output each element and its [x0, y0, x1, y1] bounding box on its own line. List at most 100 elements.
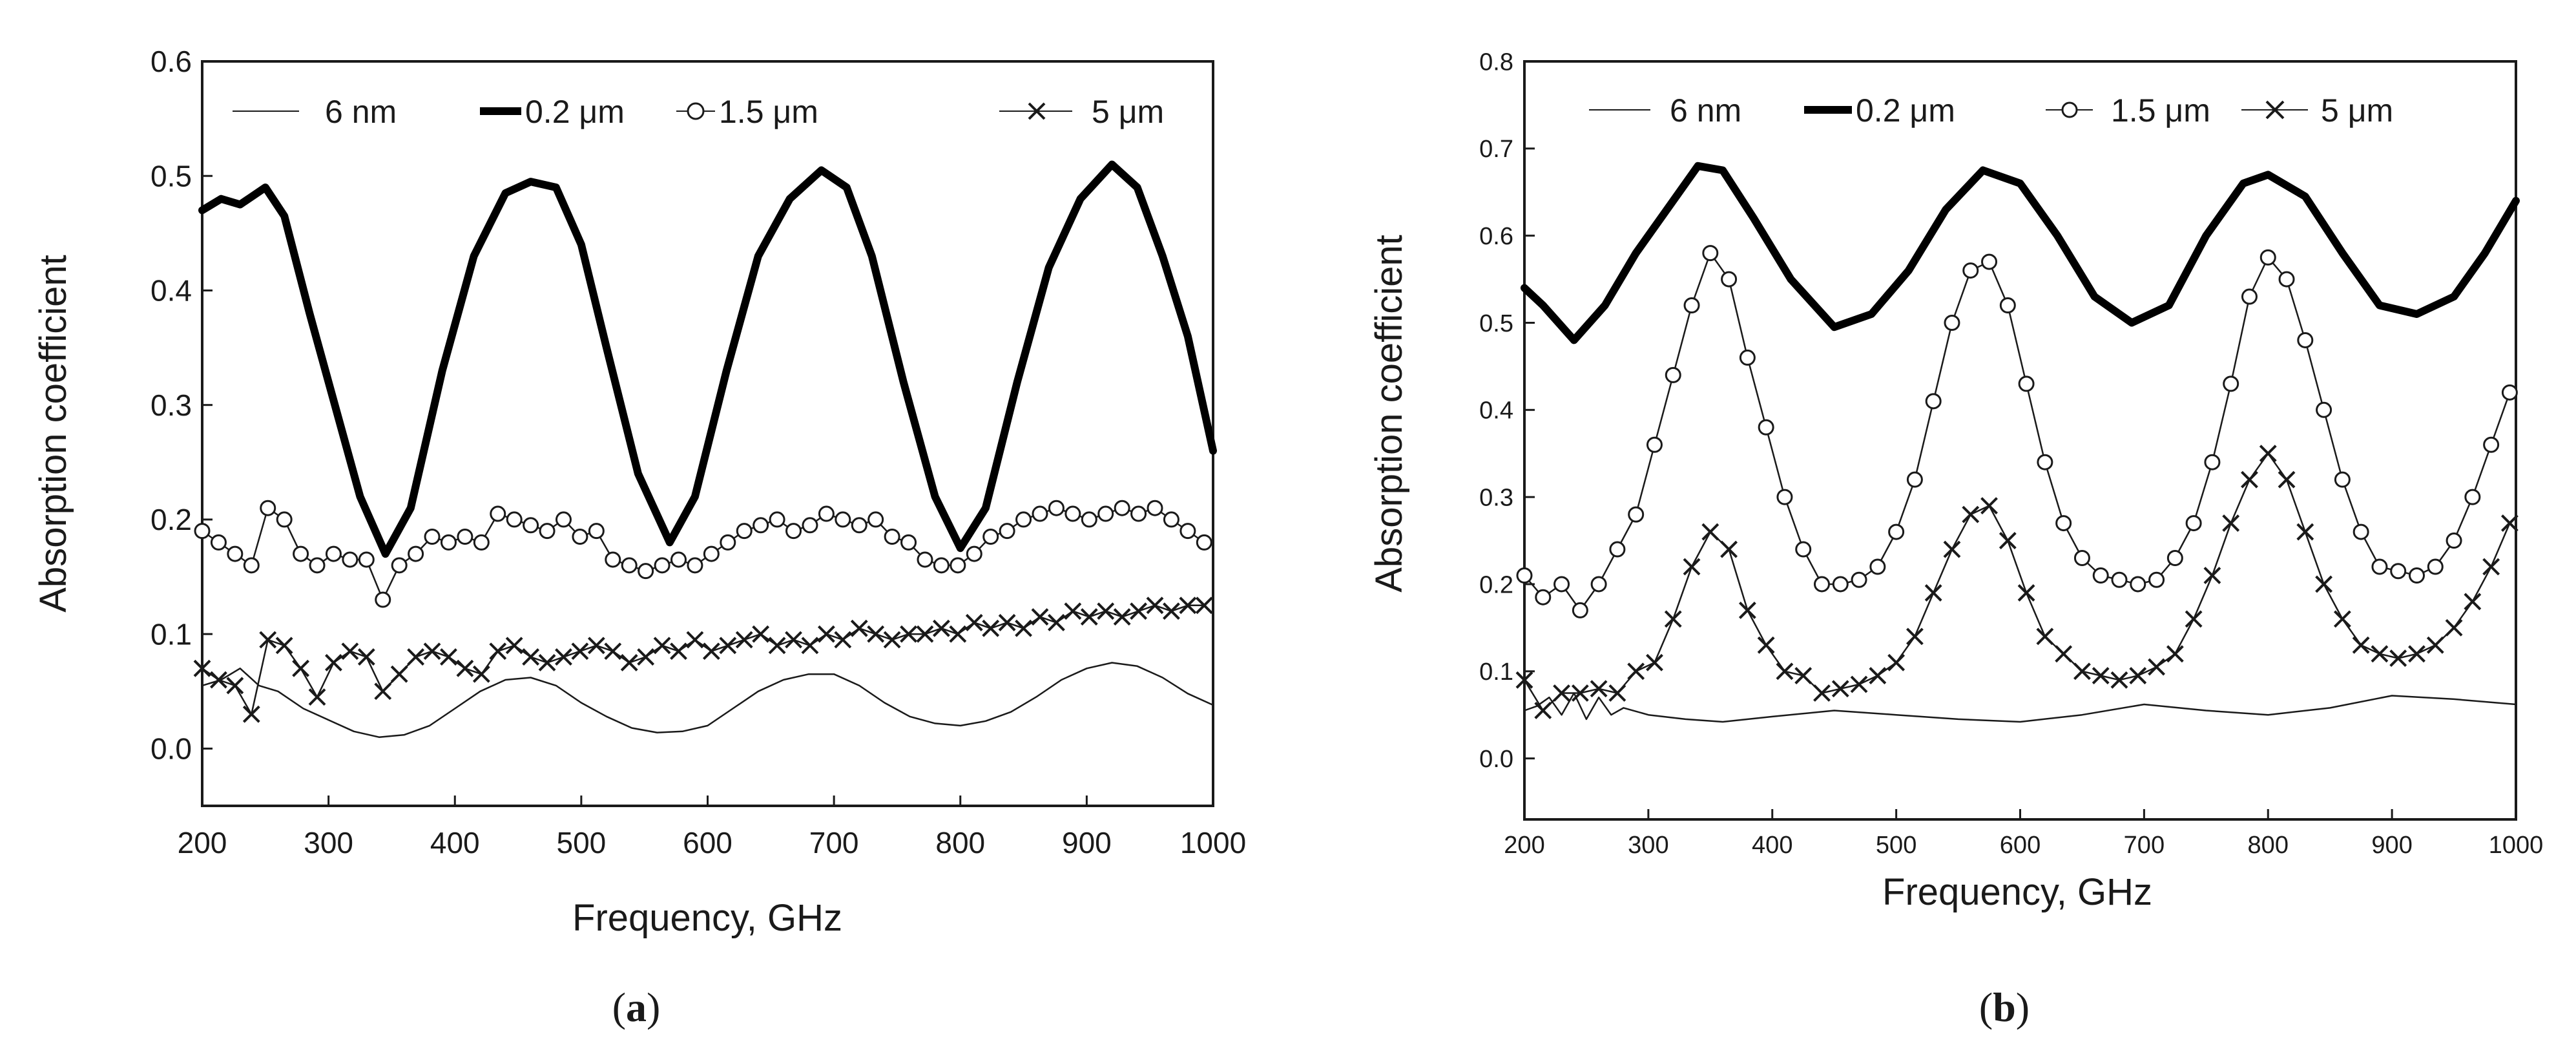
- data-point-circle: [1832, 576, 1849, 593]
- data-point-circle: [457, 529, 473, 545]
- data-point-circle: [1981, 253, 1998, 270]
- y-tick-label: 0.1: [151, 617, 192, 651]
- data-point-cross: [1683, 558, 1701, 576]
- data-point-cross: [226, 677, 244, 695]
- legend-label: 5 μm: [1092, 94, 1164, 130]
- data-point-circle: [227, 545, 244, 562]
- data-point-cross: [2110, 671, 2128, 689]
- data-point-cross: [1869, 667, 1887, 684]
- data-point-circle: [835, 511, 851, 528]
- data-point-circle: [2073, 550, 2090, 567]
- data-point-circle: [1814, 576, 1830, 593]
- data-point-circle: [966, 545, 982, 562]
- y-axis-label: Absorption coefficient: [1368, 235, 1410, 593]
- data-point-cross: [505, 637, 523, 655]
- legend-label: 1.5 μm: [719, 94, 818, 130]
- data-point-cross: [965, 614, 983, 631]
- plot-frame: [1523, 60, 2517, 821]
- data-point-circle: [539, 523, 556, 540]
- data-point-cross: [1794, 667, 1813, 684]
- data-point-circle: [2018, 375, 2035, 392]
- data-point-circle: [687, 557, 703, 574]
- legend-entry-6nm: 6 nm: [1589, 92, 1741, 129]
- data-point-circle: [1163, 511, 1179, 528]
- data-point-circle: [375, 591, 391, 608]
- data-point-circle: [1683, 297, 1700, 314]
- x-tick-label: 400: [1752, 832, 1792, 859]
- data-point-cross: [2296, 523, 2314, 541]
- y-tick-label: 0.1: [1479, 659, 1513, 686]
- data-point-circle: [2334, 471, 2351, 488]
- legend-entry-6nm: 6 nm: [233, 94, 397, 130]
- data-point-circle: [2427, 558, 2444, 575]
- data-point-cross: [719, 637, 737, 655]
- panel-letter: a: [626, 984, 647, 1030]
- data-point-cross: [1553, 684, 1570, 702]
- data-point-circle: [2353, 523, 2369, 540]
- legend-label: 5 μm: [2321, 92, 2393, 129]
- y-tick-label: 0.5: [151, 159, 192, 193]
- data-point-cross: [2185, 610, 2203, 628]
- x-tick-label: 500: [1876, 832, 1916, 859]
- data-point-circle: [802, 517, 818, 534]
- data-point-cross: [801, 637, 819, 655]
- data-point-circle: [1851, 571, 1867, 588]
- data-point-circle: [391, 557, 408, 574]
- series-line-6-nm: [1523, 692, 2517, 723]
- data-point-circle: [917, 551, 933, 568]
- data-point-cross: [653, 637, 671, 655]
- data-point-circle: [2390, 563, 2407, 580]
- data-point-cross: [1080, 608, 1098, 626]
- data-point-circle: [2464, 489, 2481, 505]
- data-point-cross: [1813, 684, 1831, 702]
- data-point-cross: [1608, 684, 1626, 702]
- y-tick-label: 0.5: [1479, 310, 1513, 337]
- x-tick-label: 800: [935, 826, 985, 859]
- data-point-circle: [2130, 576, 2146, 593]
- data-point-cross: [850, 619, 868, 637]
- data-point-circle: [342, 551, 358, 568]
- data-point-circle: [523, 517, 539, 534]
- data-point-cross: [1738, 601, 1756, 619]
- data-point-cross: [2166, 645, 2184, 663]
- data-point-cross: [1064, 602, 1082, 620]
- data-point-cross: [1515, 671, 1533, 689]
- data-point-circle: [440, 534, 457, 551]
- y-tick-label: 0.6: [1479, 223, 1513, 250]
- data-point-cross: [472, 665, 490, 683]
- data-point-cross: [670, 642, 687, 660]
- data-point-circle: [2185, 515, 2202, 532]
- data-point-circle: [210, 534, 227, 551]
- data-point-circle: [1065, 505, 1081, 522]
- y-tick-label: 0.0: [1479, 746, 1513, 773]
- data-point-cross: [1627, 662, 1645, 680]
- data-point-cross: [2073, 662, 2091, 680]
- data-point-circle: [950, 557, 966, 574]
- data-point-cross: [949, 625, 967, 643]
- data-point-circle: [933, 557, 950, 574]
- x-tick-label: 300: [1628, 832, 1668, 859]
- data-point-cross: [1943, 540, 1961, 558]
- y-axis-label: Absorption coefficient: [32, 255, 74, 613]
- data-point-circle: [1097, 505, 1114, 522]
- data-point-cross: [456, 659, 474, 677]
- data-point-circle: [1888, 523, 1905, 540]
- x-tick-label: 800: [2248, 832, 2289, 859]
- data-point-circle: [1032, 505, 1048, 522]
- data-point-cross: [1015, 619, 1032, 637]
- data-point-circle: [293, 545, 309, 562]
- data-point-circle: [1925, 393, 1942, 410]
- panel-caption: (a): [612, 984, 661, 1030]
- data-point-cross: [2241, 470, 2258, 489]
- data-point-cross: [1048, 614, 1065, 631]
- data-point-circle: [194, 523, 211, 540]
- chart-panel-a: Absorption coefficient Frequency, GHz 6 …: [32, 45, 1246, 1030]
- x-tick-label: 1000: [2489, 832, 2544, 859]
- y-tick-label: 0.4: [1479, 397, 1513, 425]
- data-point-cross: [325, 654, 342, 671]
- y-tick-label: 0.2: [1479, 571, 1513, 598]
- x-axis-label: Frequency, GHz: [572, 897, 842, 939]
- data-point-cross: [982, 619, 1000, 637]
- data-point-circle: [851, 517, 867, 534]
- x-tick-label: 600: [683, 826, 732, 859]
